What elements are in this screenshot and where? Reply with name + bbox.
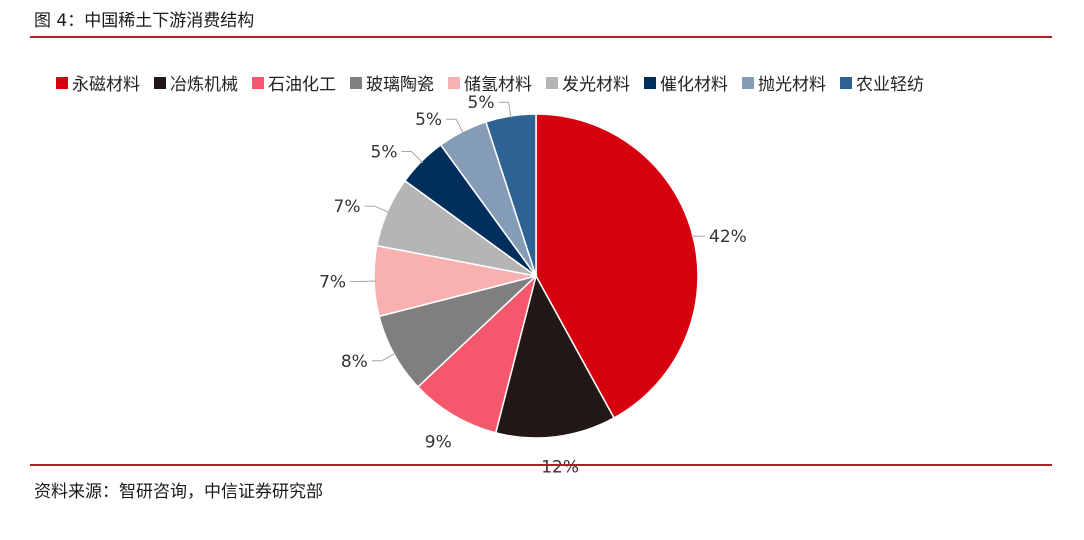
legend-item: 催化材料 [644,70,728,95]
legend-swatch [154,76,166,89]
legend-swatch [840,76,852,89]
legend-swatch [546,76,558,89]
figure-title: 图 4：中国稀土下游消费结构 [34,11,255,31]
legend-swatch [252,76,264,89]
legend-label: 石油化工 [268,75,336,95]
data-label: 5% [371,143,398,163]
leader-line [350,280,377,282]
legend-label: 发光材料 [562,75,630,95]
top-divider [30,36,1052,38]
legend-item: 石油化工 [252,70,336,95]
leader-line [371,352,397,362]
legend-label: 抛光材料 [758,75,826,95]
legend-label: 永磁材料 [72,75,140,95]
data-label: 5% [468,93,495,113]
legend-label: 冶炼机械 [170,75,238,95]
legend-item: 储氢材料 [448,70,532,95]
legend-label: 玻璃陶瓷 [366,75,434,95]
leader-line [446,118,464,134]
data-label: 7% [319,273,346,293]
leader-line [401,151,424,164]
source-note: 资料来源：智研咨询，中信证券研究部 [34,482,323,502]
leader-line [364,205,390,213]
legend-item: 玻璃陶瓷 [350,70,434,95]
legend-swatch [350,76,362,89]
leader-line [498,101,512,119]
data-label: 5% [415,110,442,130]
legend-swatch [644,76,656,89]
data-label: 7% [334,197,361,217]
legend-item: 发光材料 [546,70,630,95]
data-label: 8% [341,352,368,372]
data-label: 12% [541,458,579,478]
data-label: 42% [709,227,747,247]
data-label: 9% [425,432,452,452]
pie-slice [416,273,538,434]
chart-legend: 永磁材料 冶炼机械 石油化工 玻璃陶瓷 储氢材料 发光材料 催化材料 抛光材料 农业轻纺 [56,70,1046,95]
legend-swatch [448,76,460,89]
legend-item: 冶炼机械 [154,70,238,95]
legend-label: 储氢材料 [464,75,532,95]
pie-slice [494,273,616,439]
legend-item: 抛光材料 [742,70,826,95]
legend-item: 农业轻纺 [840,70,924,95]
legend-item: 永磁材料 [56,70,140,95]
legend-label: 催化材料 [660,75,728,95]
bottom-divider [30,464,1052,466]
legend-label: 农业轻纺 [856,75,924,95]
legend-swatch [742,76,754,89]
legend-swatch [56,76,68,89]
